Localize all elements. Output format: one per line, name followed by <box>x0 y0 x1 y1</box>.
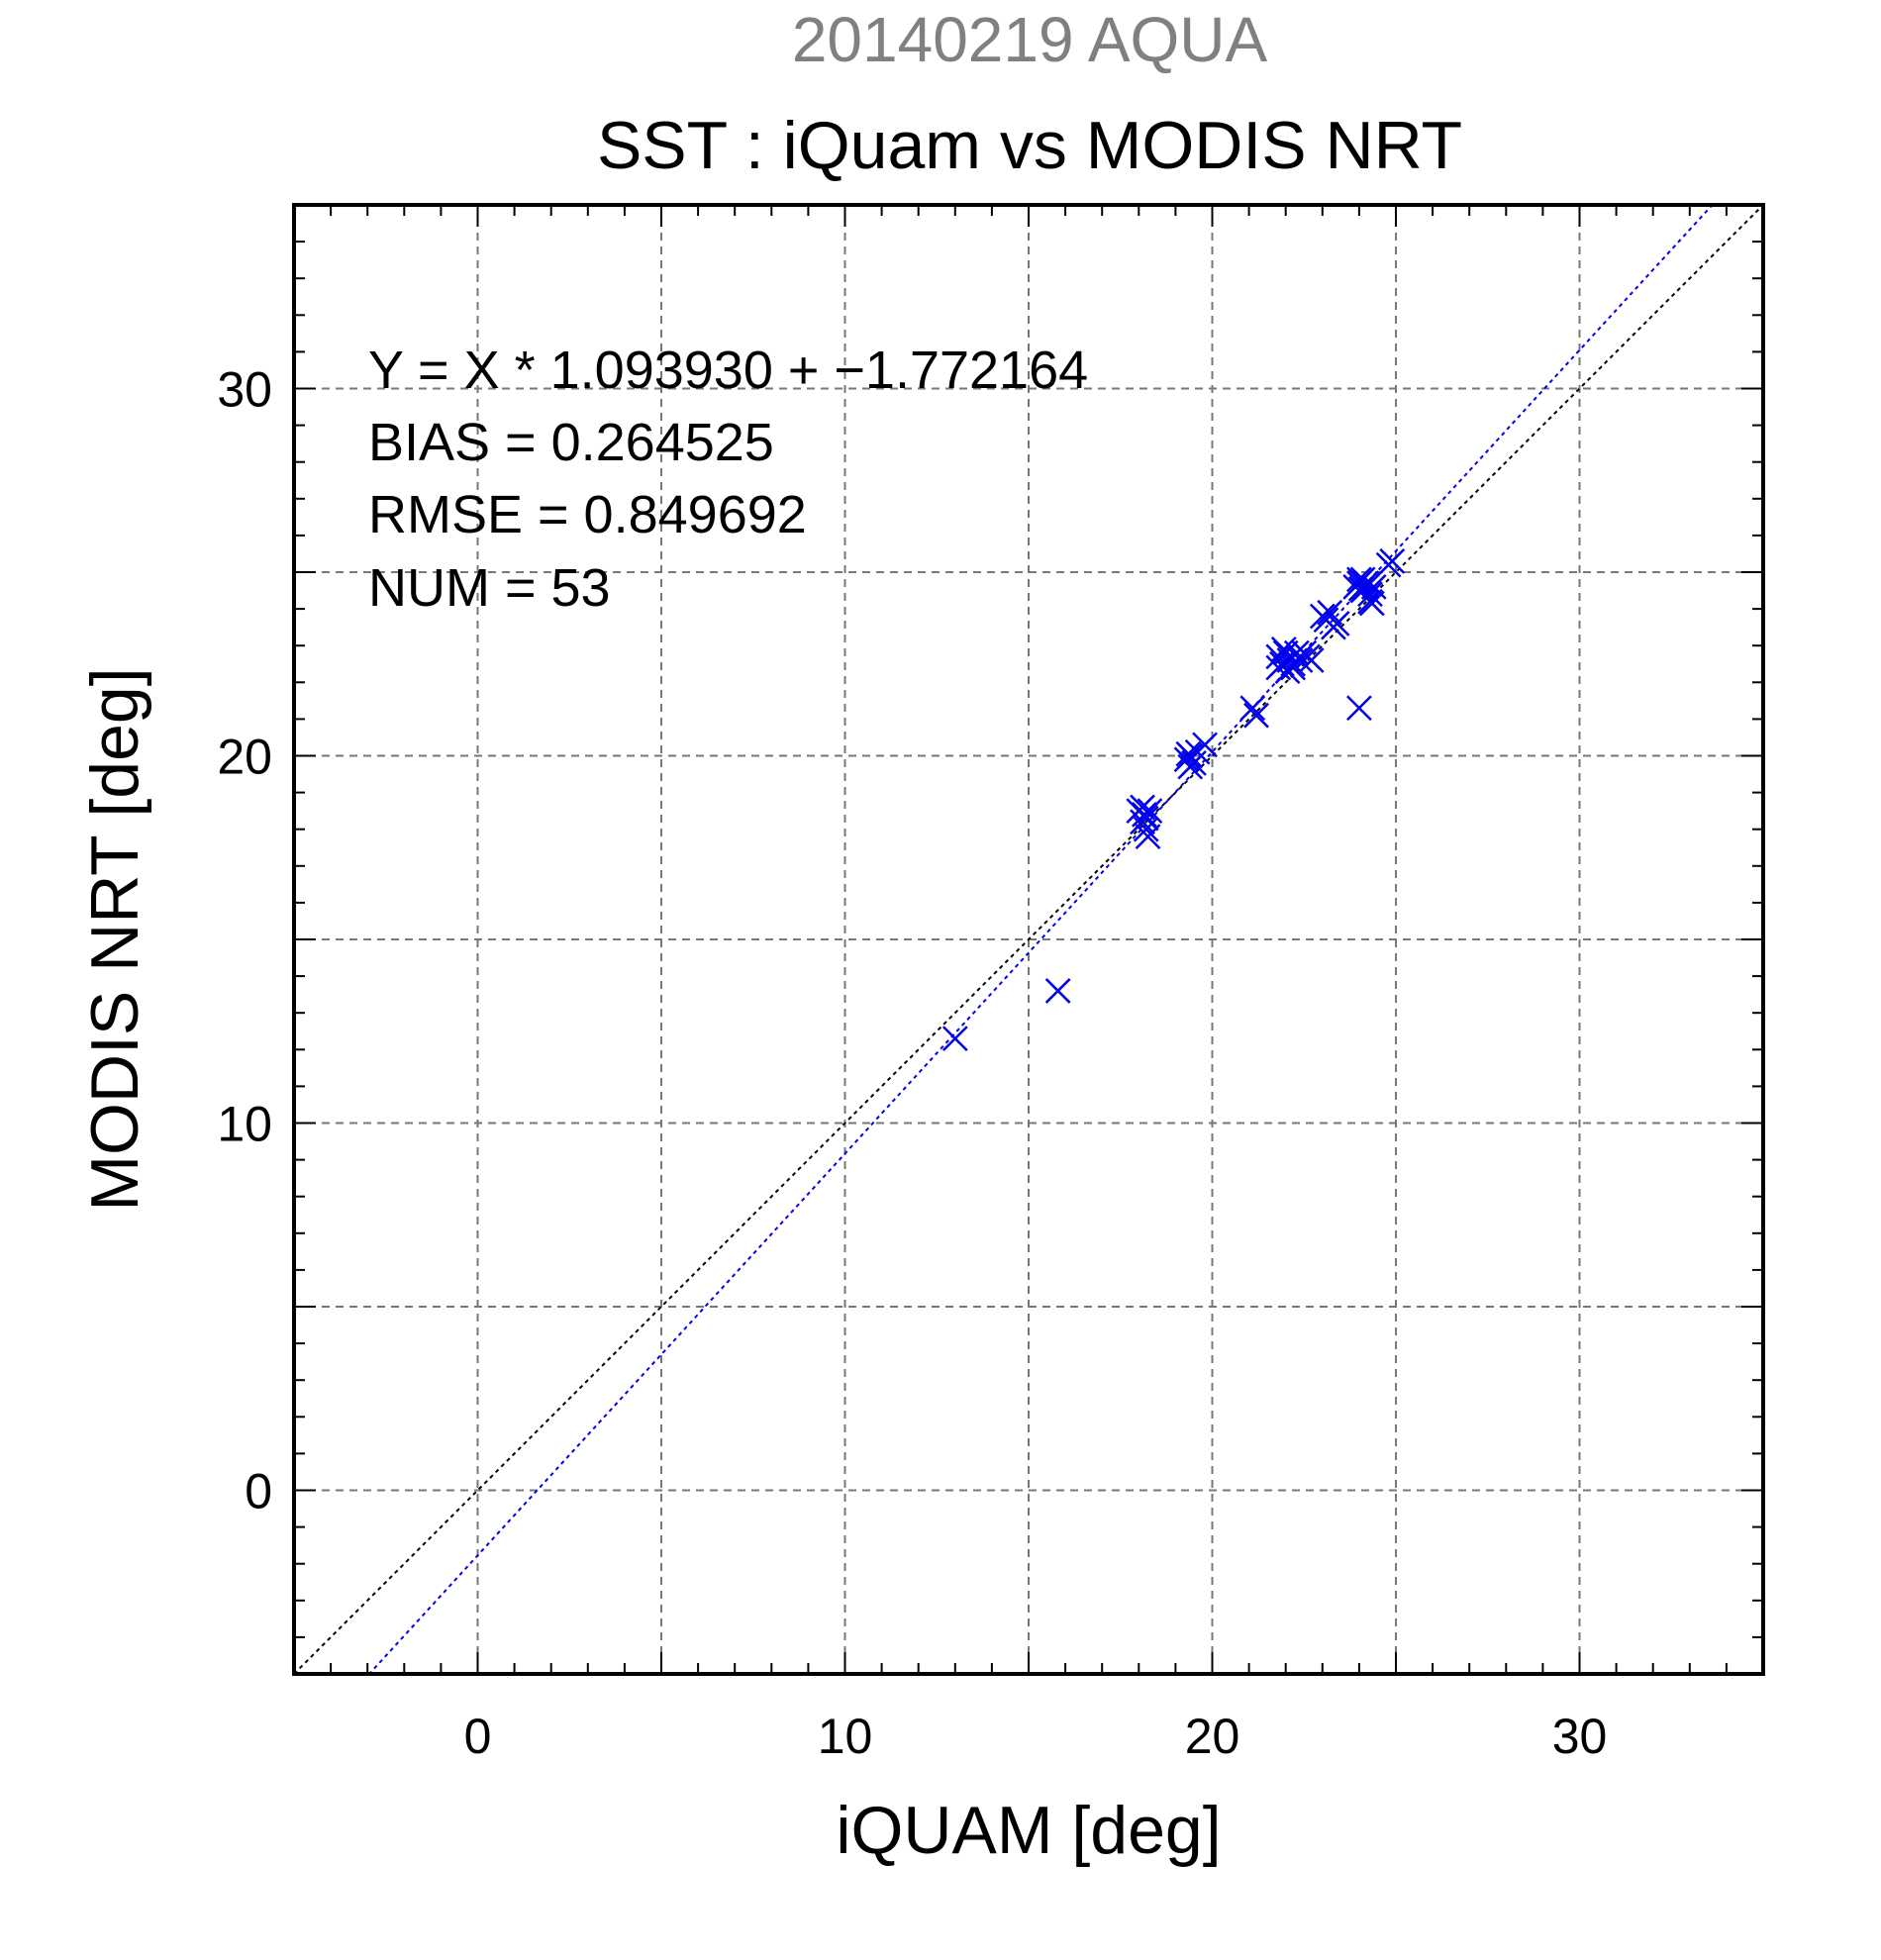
x-tick-label: 20 <box>1185 1709 1240 1764</box>
data-point <box>1243 702 1269 729</box>
data-point <box>1375 551 1402 578</box>
y-tick-label: 30 <box>217 362 272 418</box>
rmse-stat: RMSE = 0.849692 <box>368 485 807 544</box>
x-tick-label: 10 <box>818 1709 873 1764</box>
data-point <box>1317 599 1343 626</box>
data-point <box>1353 573 1380 600</box>
y-tick-label: 10 <box>217 1097 272 1152</box>
y-tick-labels: 0 10 20 30 <box>217 362 272 1519</box>
y-tick-label: 0 <box>245 1464 272 1519</box>
data-point <box>1133 816 1159 842</box>
data-point <box>1270 637 1297 662</box>
y-axis-label: MODIS NRT [deg] <box>77 667 152 1211</box>
data-point <box>1044 978 1071 1004</box>
data-point <box>1346 695 1372 722</box>
data-points <box>941 547 1406 1052</box>
data-point <box>1130 809 1155 835</box>
data-point <box>1280 650 1307 677</box>
regression-fit-line <box>367 205 1714 1674</box>
data-point <box>1347 575 1374 602</box>
y-tick-label: 20 <box>217 730 272 785</box>
bias-stat: BIAS = 0.264525 <box>368 413 774 472</box>
plot-frame <box>292 203 1765 1676</box>
chart-title: SST : iQuam vs MODIS NRT <box>597 108 1462 183</box>
data-point <box>1239 695 1266 722</box>
data-point <box>1359 590 1385 617</box>
data-point <box>1175 740 1202 767</box>
x-tick-labels: 0 10 20 30 <box>464 1709 1608 1764</box>
x-tick-label: 0 <box>464 1709 492 1764</box>
x-tick-label: 30 <box>1552 1709 1608 1764</box>
x-axis-label: iQUAM [deg] <box>836 1793 1221 1868</box>
data-point <box>941 1026 968 1052</box>
data-point <box>1346 570 1372 597</box>
data-point <box>1135 824 1161 850</box>
data-point <box>1287 647 1314 673</box>
num-stat: NUM = 53 <box>368 558 611 618</box>
one-to-one-line <box>294 205 1763 1674</box>
regression-equation: Y = X * 1.093930 + −1.772164 <box>368 341 1088 400</box>
data-point <box>1309 603 1336 630</box>
data-point <box>1274 658 1301 685</box>
data-point <box>1192 732 1218 758</box>
regression-lines <box>294 205 1763 1674</box>
page-title: 20140219 AQUA <box>792 4 1268 75</box>
data-point <box>1324 611 1350 637</box>
